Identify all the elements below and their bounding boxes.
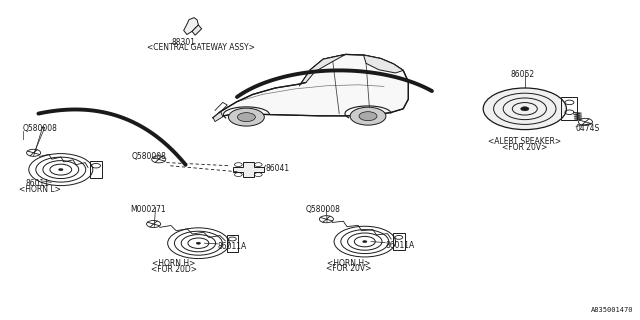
Text: 86011A: 86011A	[385, 241, 415, 250]
Text: <FOR 20V>: <FOR 20V>	[326, 264, 371, 273]
Circle shape	[228, 108, 264, 126]
Text: <FOR 20V>: <FOR 20V>	[502, 143, 547, 152]
Text: <HORN L>: <HORN L>	[19, 185, 61, 194]
Polygon shape	[301, 54, 346, 84]
Text: 88301: 88301	[172, 38, 196, 47]
Text: <HORN H>: <HORN H>	[327, 259, 371, 268]
Circle shape	[237, 113, 255, 122]
Circle shape	[363, 241, 367, 243]
Text: A835001470: A835001470	[591, 307, 634, 313]
Text: 86011: 86011	[26, 179, 50, 188]
Text: Q580008: Q580008	[305, 205, 340, 214]
Text: Q580008: Q580008	[131, 152, 166, 161]
Circle shape	[59, 168, 63, 171]
Polygon shape	[213, 111, 223, 122]
Polygon shape	[213, 54, 408, 118]
Text: 86041: 86041	[266, 164, 290, 173]
Text: <FOR 20D>: <FOR 20D>	[151, 265, 197, 274]
Circle shape	[359, 112, 377, 121]
Text: <ALERT SPEAKER>: <ALERT SPEAKER>	[488, 137, 561, 146]
Text: <HORN H>: <HORN H>	[152, 259, 196, 268]
Text: Q580008: Q580008	[22, 124, 57, 133]
Text: |: |	[22, 131, 25, 140]
Text: <CENTRAL GATEWAY ASSY>: <CENTRAL GATEWAY ASSY>	[147, 43, 255, 52]
Text: M000271: M000271	[131, 205, 166, 214]
Polygon shape	[192, 25, 202, 35]
Polygon shape	[364, 55, 403, 73]
Polygon shape	[184, 18, 198, 35]
Text: 86052: 86052	[511, 70, 535, 79]
Polygon shape	[233, 162, 264, 177]
Text: 0474S: 0474S	[576, 124, 600, 133]
Circle shape	[521, 107, 529, 111]
Circle shape	[483, 88, 566, 130]
Circle shape	[196, 242, 200, 244]
Text: 86011A: 86011A	[218, 242, 247, 251]
Circle shape	[350, 107, 386, 125]
